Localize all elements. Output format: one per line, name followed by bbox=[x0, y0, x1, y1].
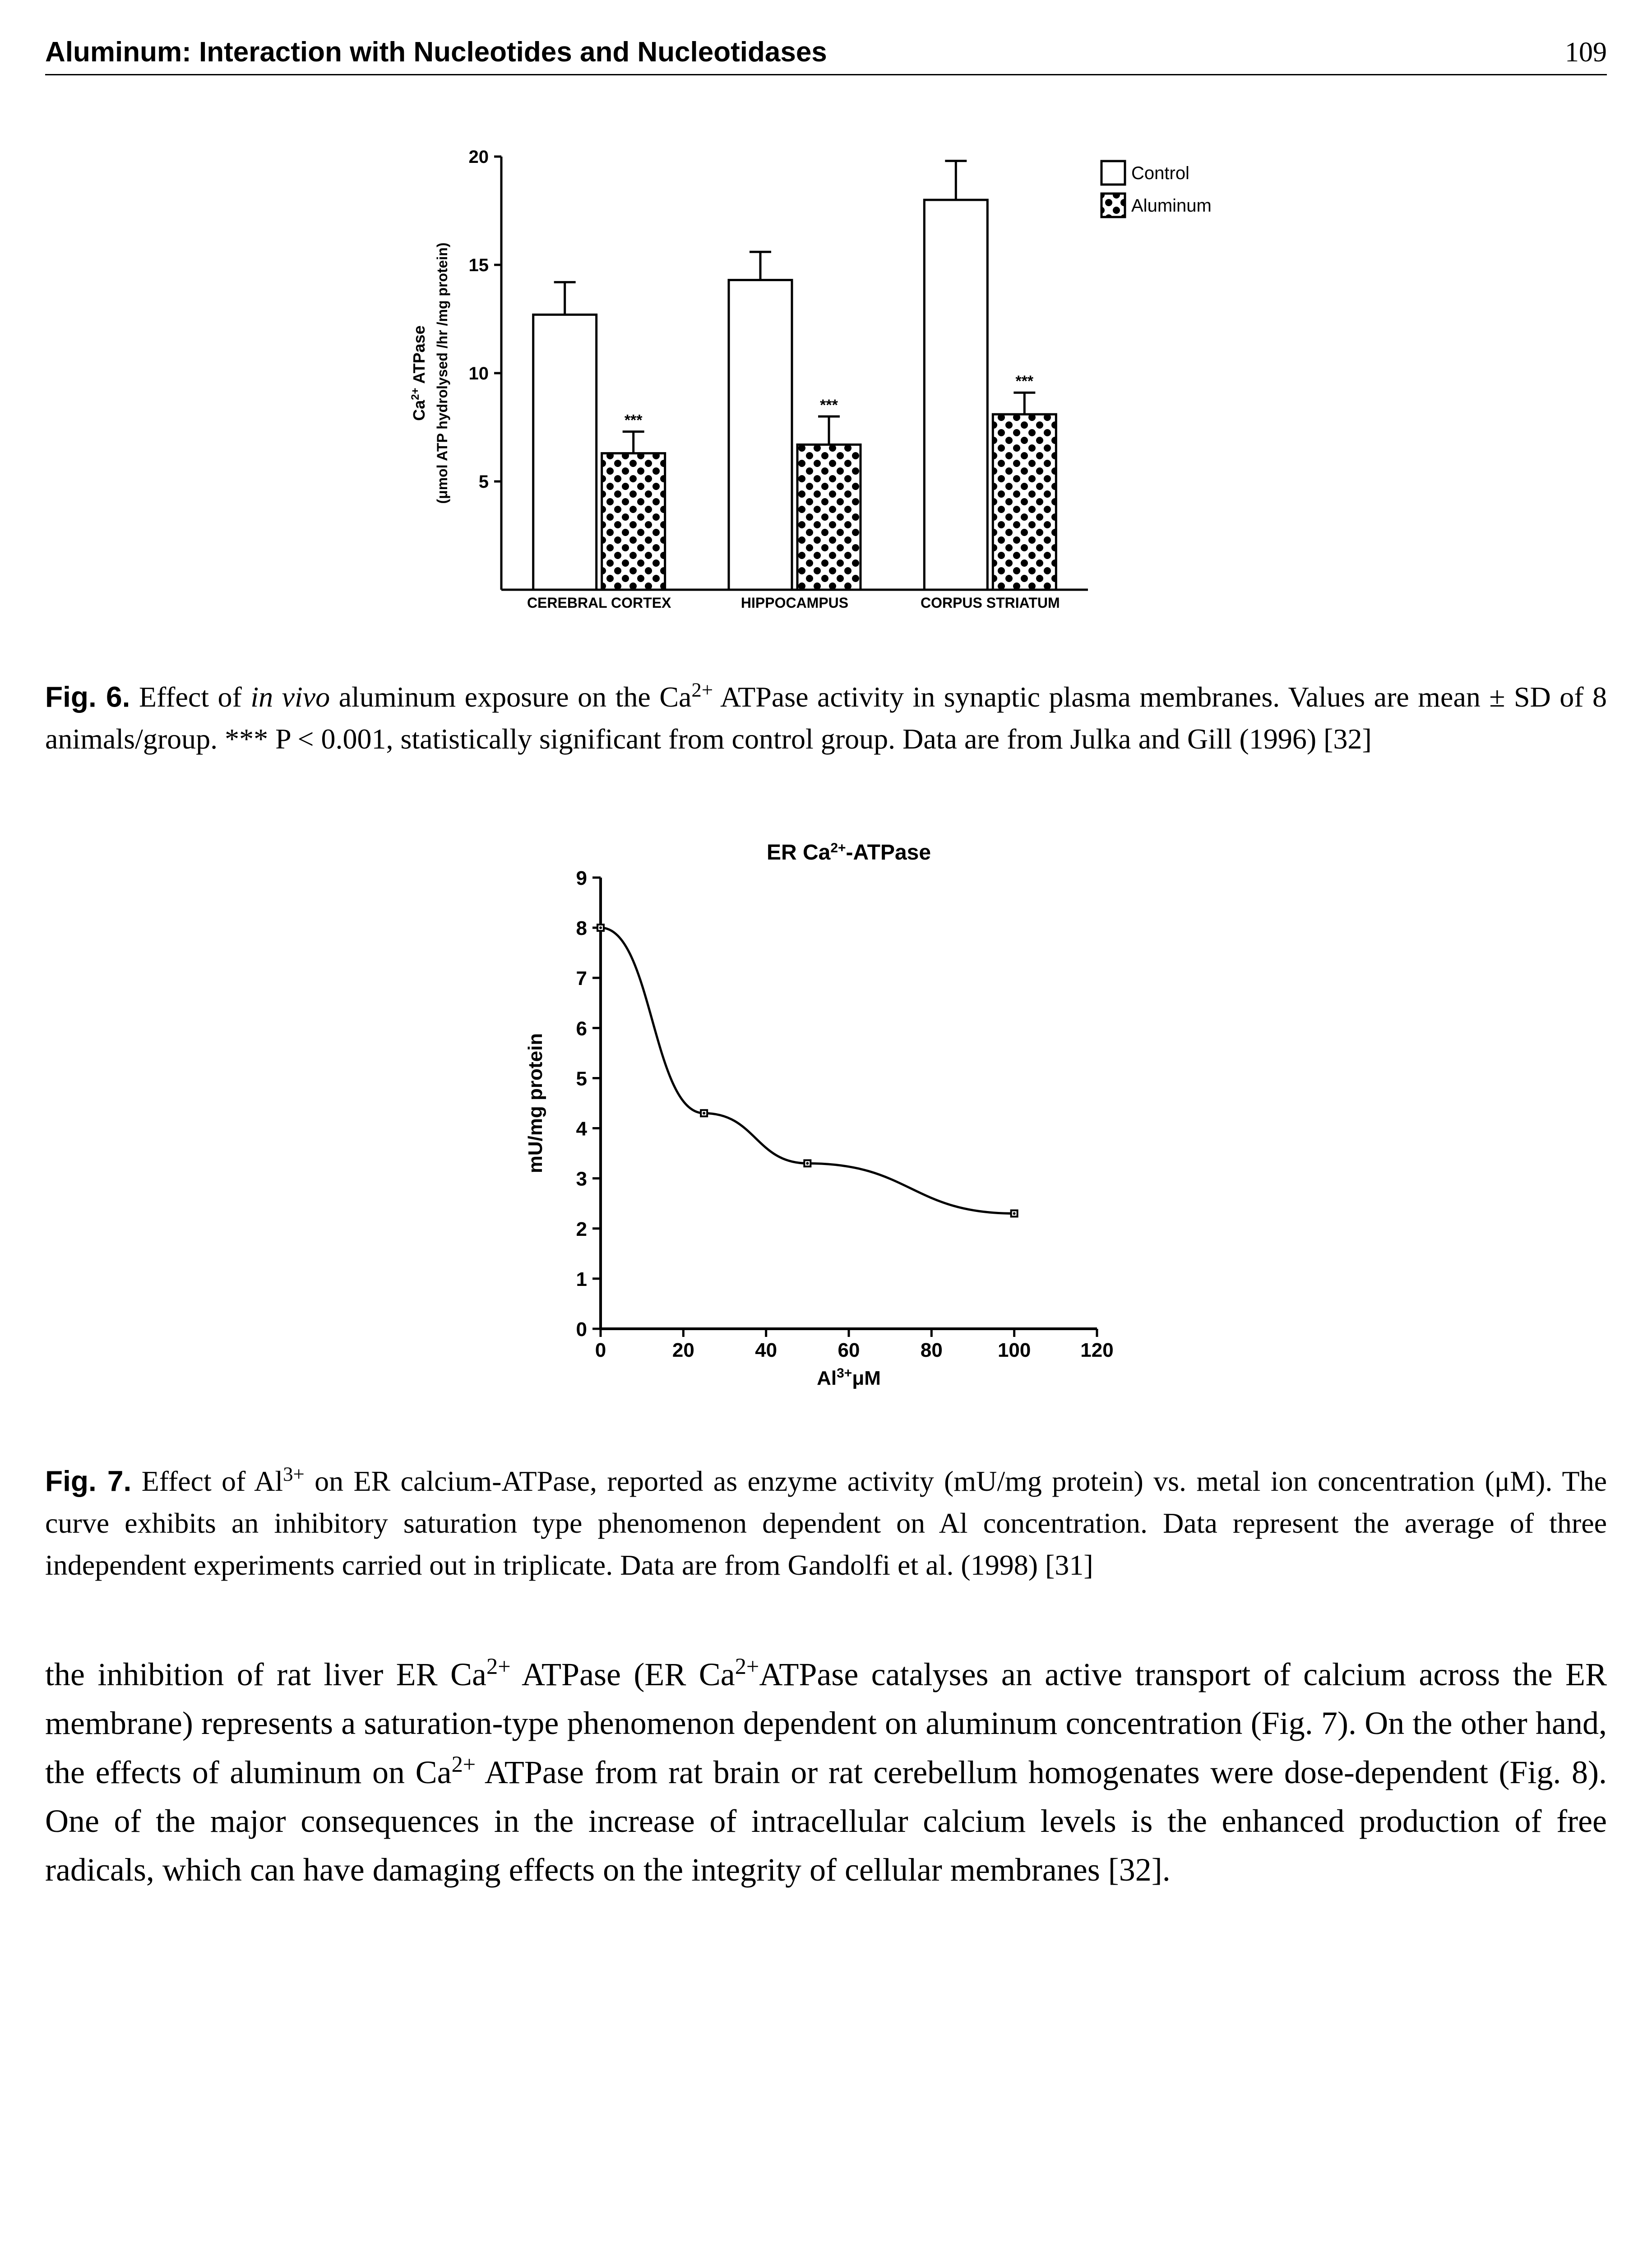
svg-text:15: 15 bbox=[468, 255, 489, 275]
svg-text:0: 0 bbox=[595, 1339, 606, 1361]
svg-text:5: 5 bbox=[478, 472, 488, 492]
svg-text:***: *** bbox=[820, 397, 838, 414]
svg-text:8: 8 bbox=[576, 917, 587, 939]
svg-text:100: 100 bbox=[997, 1339, 1030, 1361]
svg-text:***: *** bbox=[624, 412, 642, 429]
svg-text:2: 2 bbox=[576, 1218, 587, 1240]
svg-text:60: 60 bbox=[838, 1339, 860, 1361]
body-paragraph: the inhibition of rat liver ER Ca2+ ATPa… bbox=[45, 1650, 1607, 1894]
svg-text:Al3+μM: Al3+μM bbox=[817, 1365, 881, 1389]
svg-text:20: 20 bbox=[468, 147, 489, 167]
svg-text:1: 1 bbox=[576, 1268, 587, 1290]
fig6-bar-chart: 5 10 15 20 Ca2+ ATPase (μmol ATP hydrolysed /… bbox=[330, 129, 1323, 648]
fig6-caption-text: Effect of in vivo aluminum exposure on t… bbox=[45, 681, 1607, 755]
fig7-caption-label: Fig. 7. bbox=[45, 1465, 131, 1497]
fig6-caption: Fig. 6. Effect of in vivo aluminum expos… bbox=[45, 675, 1607, 760]
svg-text:5: 5 bbox=[576, 1068, 587, 1090]
fig6-caption-label: Fig. 6. bbox=[45, 680, 130, 713]
svg-text:Control: Control bbox=[1131, 163, 1189, 183]
svg-text:4: 4 bbox=[576, 1118, 587, 1140]
svg-text:7: 7 bbox=[576, 967, 587, 989]
svg-text:Ca2+ ATPase: Ca2+ ATPase bbox=[409, 325, 428, 421]
page-header: Aluminum: Interaction with Nucleotides a… bbox=[45, 36, 1607, 75]
svg-text:***: *** bbox=[1015, 373, 1033, 390]
svg-text:CEREBRAL CORTEX: CEREBRAL CORTEX bbox=[527, 595, 671, 611]
svg-text:6: 6 bbox=[576, 1017, 587, 1040]
svg-text:10: 10 bbox=[468, 364, 489, 384]
svg-text:(μmol ATP hydrolysed /hr /mg p: (μmol ATP hydrolysed /hr /mg protein) bbox=[434, 242, 450, 504]
fig7-line-chart: ER Ca2+-ATPase 0 1 2 3 4 5 6 7 8 9 0 20 40 60 80 100 120 m… bbox=[465, 823, 1187, 1433]
svg-text:20: 20 bbox=[672, 1339, 694, 1361]
svg-text:CORPUS STRIATUM: CORPUS STRIATUM bbox=[920, 595, 1060, 611]
svg-text:120: 120 bbox=[1080, 1339, 1113, 1361]
fig7-caption: Fig. 7. Effect of Al3+ on ER calcium-ATP… bbox=[45, 1460, 1607, 1586]
svg-text:0: 0 bbox=[576, 1318, 587, 1341]
running-head: Aluminum: Interaction with Nucleotides a… bbox=[45, 36, 827, 68]
svg-text:HIPPOCAMPUS: HIPPOCAMPUS bbox=[740, 595, 848, 611]
svg-text:ER Ca2+-ATPase: ER Ca2+-ATPase bbox=[766, 840, 930, 864]
figure-6: 5 10 15 20 Ca2+ ATPase (μmol ATP hydrolysed /… bbox=[45, 129, 1607, 760]
figure-7: ER Ca2+-ATPase 0 1 2 3 4 5 6 7 8 9 0 20 40 60 80 100 120 m… bbox=[45, 823, 1607, 1586]
fig7-caption-text: Effect of Al3+ on ER calcium-ATPase, rep… bbox=[45, 1465, 1607, 1581]
svg-text:mU/mg protein: mU/mg protein bbox=[524, 1033, 546, 1173]
svg-text:40: 40 bbox=[755, 1339, 777, 1361]
page-number: 109 bbox=[1565, 37, 1607, 69]
svg-text:Aluminum: Aluminum bbox=[1131, 196, 1212, 216]
svg-text:80: 80 bbox=[920, 1339, 942, 1361]
svg-text:9: 9 bbox=[576, 867, 587, 889]
svg-text:3: 3 bbox=[576, 1168, 587, 1190]
